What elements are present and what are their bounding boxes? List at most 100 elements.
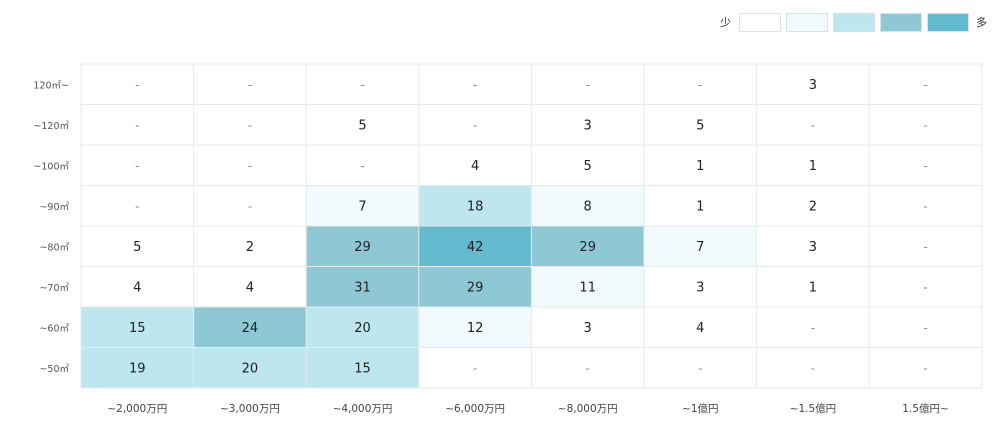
y-tick-label: ~70㎡	[39, 283, 69, 294]
cell-label: -	[698, 361, 702, 375]
cell-label: -	[360, 159, 364, 173]
heatmap-cell	[644, 347, 757, 388]
heatmap-cell	[869, 104, 982, 145]
heatmap-cell	[418, 104, 532, 145]
cell-label: 1	[809, 159, 817, 174]
heatmap-cell	[869, 307, 982, 348]
y-tick-label: ~90㎡	[39, 202, 69, 213]
x-tick-label: ~8,000万円	[558, 403, 618, 415]
cell-label: -	[923, 118, 927, 132]
legend-low-label: 少	[720, 16, 731, 29]
cell-label: -	[923, 159, 927, 173]
heatmap-cell	[644, 104, 757, 145]
heatmap-cell	[531, 226, 644, 267]
cell-label: 15	[354, 361, 371, 376]
cell-label: 5	[133, 240, 141, 255]
heatmap-cell	[193, 226, 307, 267]
cell-label: 11	[579, 280, 596, 295]
cell-label: 31	[354, 280, 371, 295]
heatmap-cell	[756, 226, 870, 267]
cell-label: -	[360, 78, 364, 92]
heatmap-cell	[644, 64, 757, 105]
cell-label: 4	[133, 280, 141, 295]
cell-label: 19	[129, 361, 146, 376]
cell-label: -	[473, 361, 477, 375]
y-tick-label: ~80㎡	[39, 242, 69, 253]
heatmap-cell	[869, 64, 982, 105]
cell-label: 29	[579, 240, 596, 255]
heatmap-cell	[531, 307, 644, 348]
cell-label: -	[698, 78, 702, 92]
heatmap-cell	[81, 347, 194, 388]
legend-swatch-2	[786, 13, 828, 32]
cell-label: -	[586, 78, 590, 92]
heatmap-cell	[869, 145, 982, 186]
legend-swatch-4	[880, 13, 922, 32]
cell-label: 5	[358, 118, 366, 133]
heatmap-cell	[644, 307, 757, 348]
cell-label: 5	[584, 159, 592, 174]
heatmap-cell	[81, 307, 194, 348]
heatmap-cell	[418, 226, 532, 267]
heatmap-cell	[81, 226, 194, 267]
cell-label: -	[811, 118, 815, 132]
cell-label: -	[248, 118, 252, 132]
cell-label: -	[923, 280, 927, 294]
cell-label: -	[586, 361, 590, 375]
heatmap-cell	[193, 185, 307, 226]
cell-label: 1	[809, 280, 817, 295]
cell-label: 3	[584, 118, 592, 133]
heatmap-cell	[756, 347, 870, 388]
heatmap-cell	[756, 104, 870, 145]
x-tick-label: ~1億円	[682, 402, 718, 415]
heatmap-cell	[306, 307, 419, 348]
heatmap-cell	[193, 347, 307, 388]
y-tick-label: ~50㎡	[39, 364, 69, 375]
heatmap-cell	[306, 145, 419, 186]
cell-label: -	[923, 321, 927, 335]
heatmap-cell	[81, 145, 194, 186]
heatmap-cell	[418, 64, 532, 105]
cell-label: -	[811, 321, 815, 335]
cell-label: 4	[471, 159, 479, 174]
heatmap-cell	[418, 307, 532, 348]
heatmap-cell	[531, 185, 644, 226]
heatmap-cell	[869, 226, 982, 267]
cell-label: 20	[242, 361, 259, 376]
cell-label: -	[248, 199, 252, 213]
cell-label: 42	[467, 240, 484, 255]
cell-label: 3	[584, 321, 592, 336]
cell-label: -	[923, 240, 927, 254]
heatmap-cell	[644, 145, 757, 186]
heatmap-cell	[756, 266, 870, 307]
x-tick-label: ~6,000万円	[445, 403, 505, 415]
heatmap-cell	[531, 347, 644, 388]
cell-label: 4	[696, 321, 704, 336]
y-tick-label: ~60㎡	[39, 323, 69, 334]
cell-label: 15	[129, 321, 146, 336]
cell-label: 18	[467, 199, 484, 214]
cell-label: 2	[246, 240, 254, 255]
x-tick-label: ~3,000万円	[220, 403, 280, 415]
heatmap-cell	[644, 185, 757, 226]
heatmap-cell	[193, 145, 307, 186]
heatmap-cell	[81, 185, 194, 226]
heatmap-cell	[869, 266, 982, 307]
cell-label: -	[473, 78, 477, 92]
cell-label: -	[923, 78, 927, 92]
heatmap-cell	[306, 185, 419, 226]
cell-label: -	[473, 118, 477, 132]
cell-label: -	[923, 199, 927, 213]
cell-label: -	[923, 361, 927, 375]
heatmap-cell	[306, 266, 419, 307]
cell-label: 3	[696, 280, 704, 295]
heatmap-cell	[418, 347, 532, 388]
cell-label: 24	[242, 321, 259, 336]
cell-label: 29	[467, 280, 484, 295]
heatmap-cell	[644, 226, 757, 267]
cell-label: 5	[696, 118, 704, 133]
cell-label: 20	[354, 321, 371, 336]
cell-label: -	[135, 118, 139, 132]
cell-label: 1	[696, 199, 704, 214]
